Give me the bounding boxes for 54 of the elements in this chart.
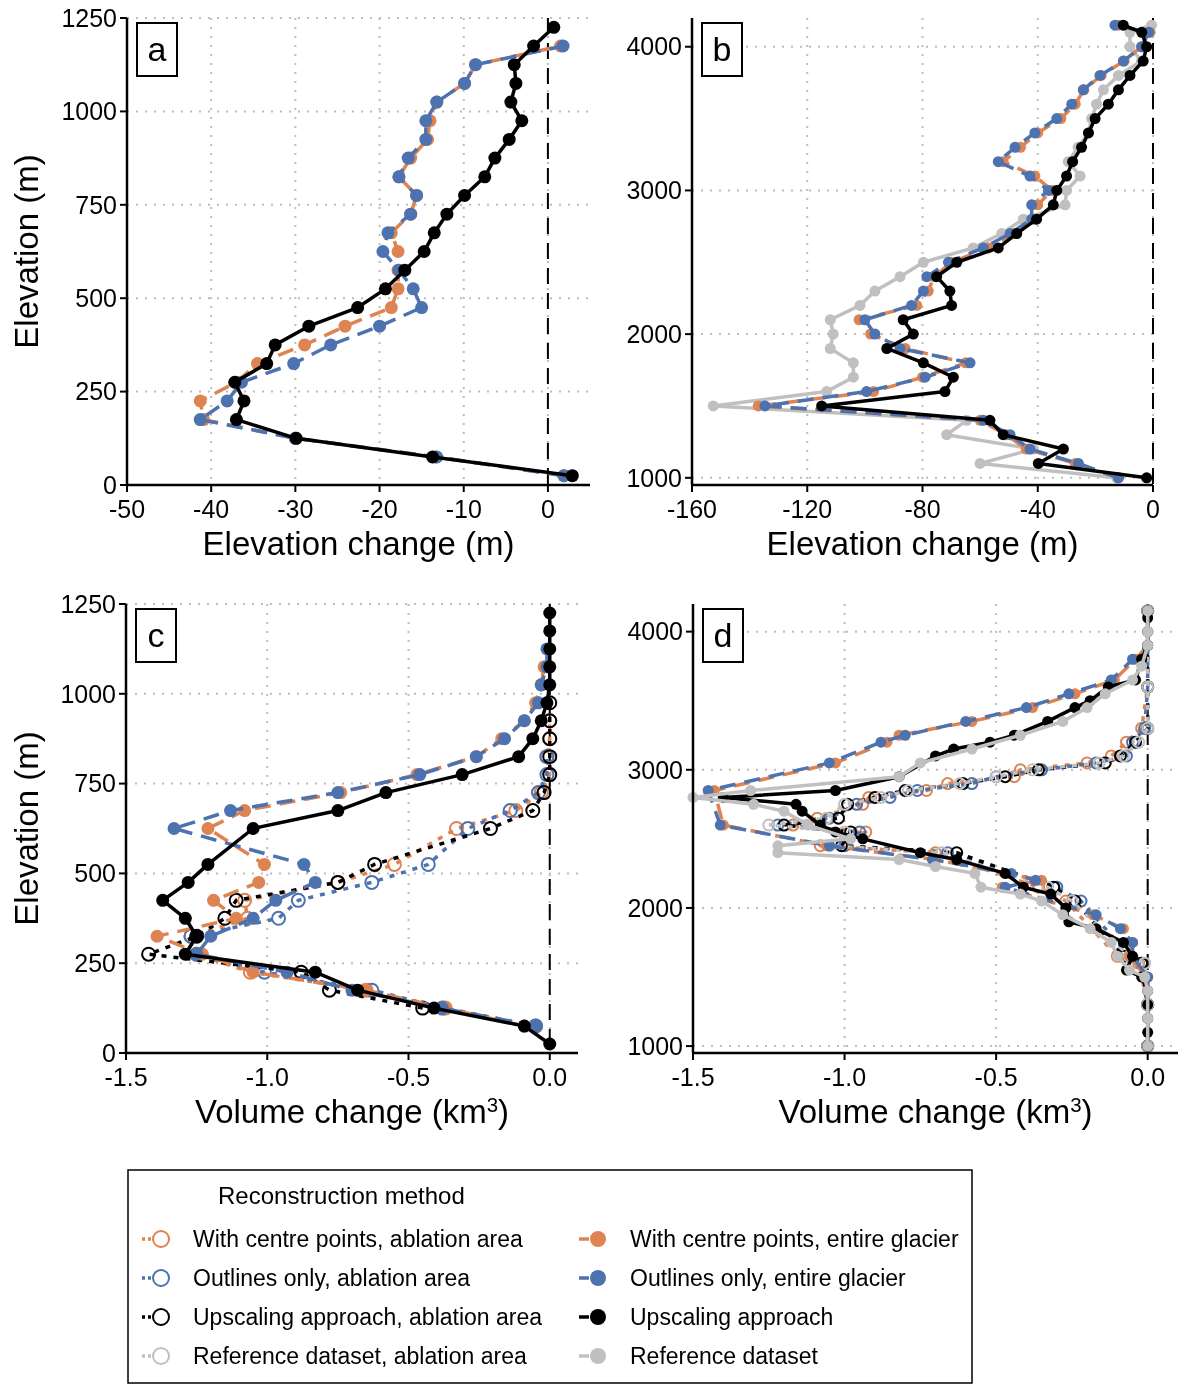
legend-label: Reference dataset [630,1343,819,1370]
x-axis-title: Volume change (km$^{3}$) [778,1092,1093,1130]
y-tick-label: 500 [75,283,117,312]
x-tick-label: -120 [782,495,833,523]
y-tick-label: 2000 [626,319,682,348]
x-axis-title: Volume change (km$^{3}$) [194,1092,510,1130]
x-axis-title: Elevation change (m) [766,525,1079,562]
chart-title: d [713,616,733,654]
y-tick-label: 1000 [627,1031,683,1060]
x-tick-label: -1.5 [671,1063,715,1091]
x-tick-label: -0.5 [386,1063,431,1091]
y-tick-label: 1000 [626,463,682,492]
x-tick-label: -0.5 [974,1063,1018,1091]
y-tick-label: 1000 [61,97,117,126]
x-tick-label: -30 [277,495,314,523]
y-tick-label: 4000 [627,617,683,646]
x-tick-label: 0 [1146,495,1160,523]
y-tick-label: 750 [74,769,116,798]
legend-label: Reference dataset, ablation area [193,1343,527,1370]
y-tick-label: 750 [75,190,117,219]
chart-title: c [147,616,165,654]
x-tick-label: -160 [666,495,718,523]
y-tick-label: 4000 [626,32,682,61]
y-axis-title: Elevation (m) [8,154,45,349]
y-tick-label: 500 [74,859,116,888]
x-axis-title: Elevation change (m) [202,525,515,562]
y-tick-label: 2000 [627,893,683,922]
legend-title: Reconstruction method [218,1182,465,1209]
y-tick-label: 1000 [60,679,116,708]
x-tick-label: -80 [904,495,941,523]
legend-label: With centre points, ablation area [193,1226,524,1253]
x-tick-label: -10 [445,495,482,523]
legend-label: With centre points, entire glacier [630,1226,959,1253]
legend-label: Outlines only, ablation area [193,1265,471,1292]
chart-title: a [147,30,167,68]
y-tick-label: 3000 [626,176,682,205]
x-tick-label: -1.0 [823,1063,867,1091]
x-tick-label: 0 [540,495,555,523]
y-tick-label: 1250 [60,589,116,618]
legend-label: Upscaling approach [630,1304,834,1331]
x-tick-label: 0.0 [532,1063,568,1091]
y-axis-title: Elevation (m) [8,731,45,926]
x-tick-label: -40 [193,495,230,523]
x-tick-label: -20 [361,495,398,523]
y-tick-label: 250 [74,948,116,977]
chart-title: b [712,30,732,68]
x-tick-label: -40 [1019,495,1056,523]
legend-label: Outlines only, entire glacier [630,1265,907,1292]
y-tick-label: 1250 [61,3,117,32]
y-tick-label: 3000 [627,755,683,784]
y-tick-label: 250 [75,377,117,406]
x-tick-label: -1.0 [245,1063,289,1091]
legend-label: Upscaling approach, ablation area [193,1304,543,1331]
x-tick-label: 0.0 [1130,1063,1166,1091]
